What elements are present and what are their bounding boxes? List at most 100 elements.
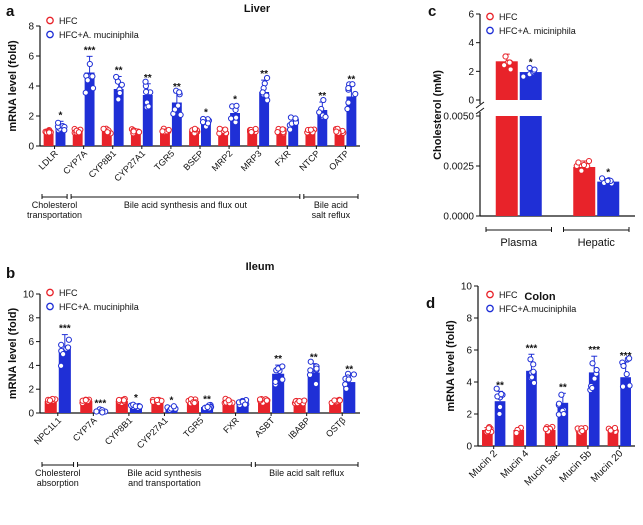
data-point (145, 103, 152, 110)
group-label: Bile acid synthesis (127, 468, 202, 478)
data-point (115, 96, 122, 103)
significance-label: * (59, 110, 63, 121)
legend-label-hfc: HFC (59, 288, 78, 298)
data-point (232, 114, 240, 121)
bar-hfc (160, 131, 170, 146)
bar-akk (84, 72, 95, 146)
bar-akk (519, 116, 542, 216)
x-tick-label: MRP3 (239, 148, 264, 173)
bar-akk (259, 92, 270, 146)
bar-hfc (607, 430, 619, 446)
y-tick-label: 2 (28, 385, 34, 396)
y-tick-label: 0 (468, 96, 474, 107)
x-tick-label: MRP2 (210, 148, 235, 173)
y-tick-label: 6 (466, 346, 472, 357)
data-point (585, 157, 593, 165)
x-tick-label: NPC1L1 (32, 415, 63, 446)
data-point (575, 159, 582, 166)
bar-akk (526, 370, 537, 446)
data-point (174, 102, 182, 109)
data-point (75, 129, 83, 136)
data-point (530, 368, 537, 375)
legend-marker-hfc (46, 16, 54, 25)
data-point (57, 362, 65, 369)
data-point (256, 396, 264, 403)
x-tick-label: ASBT (253, 415, 277, 439)
bar-akk (307, 372, 320, 413)
y-axis-label: mRNA level (fold) (7, 308, 19, 400)
bar-hfc (276, 131, 287, 146)
data-point (589, 384, 596, 392)
bar-akk (142, 95, 153, 146)
chart-title: Liver (244, 3, 271, 15)
data-point (54, 119, 62, 126)
data-point (626, 355, 633, 362)
data-point (204, 403, 211, 411)
data-point (604, 177, 611, 185)
data-point (89, 85, 97, 92)
data-point (496, 410, 503, 418)
bar-akk (55, 125, 66, 146)
y-axis-label: mRNA level (fold) (7, 40, 19, 132)
data-point (216, 125, 223, 132)
significance-label: ** (173, 82, 181, 93)
x-tick-label: Hepatic (578, 237, 616, 249)
data-point (333, 128, 340, 135)
bar-hfc (495, 61, 518, 100)
axis-break (475, 107, 485, 115)
bar-hfc (101, 131, 112, 146)
data-point (506, 59, 513, 66)
bar-hfc (43, 131, 54, 146)
significance-label: ** (260, 69, 268, 80)
data-point (530, 379, 538, 387)
bar-akk (346, 96, 357, 146)
y-tick-label: 4 (466, 378, 472, 389)
y-tick-label: 10 (23, 290, 35, 301)
data-point (301, 397, 308, 404)
y-tick-label: 0.0025 (443, 162, 474, 173)
bar-akk (317, 110, 328, 146)
x-tick-label: IBABP (286, 415, 312, 441)
axis-break (475, 101, 485, 109)
bar-hfc (189, 131, 199, 146)
data-point (242, 401, 249, 408)
panel-letter-c: c (428, 3, 436, 20)
data-point (279, 126, 286, 133)
y-tick-label: 8 (466, 314, 472, 325)
x-tick-label: Plasma (500, 237, 538, 249)
data-point (46, 397, 54, 404)
data-point (611, 424, 619, 432)
panel-d: d Colon 0 2 4 6 8 10 mRNA level (fold) ** Mucin … (426, 282, 635, 488)
data-point (558, 391, 565, 398)
bar-hfc (218, 131, 229, 146)
significance-label: * (233, 95, 237, 106)
data-point (248, 129, 255, 136)
group-label: Cholesterol (35, 468, 81, 478)
significance-label: ** (318, 91, 326, 102)
legend-label-akk: HFC+A.muciniphila (499, 304, 576, 314)
data-point (530, 361, 537, 368)
data-point (320, 96, 327, 104)
significance-label: * (170, 395, 174, 406)
bar-hfc (130, 131, 141, 146)
bar-hfc (513, 430, 525, 446)
bar-akk (171, 102, 182, 146)
significance-label: *** (95, 398, 107, 409)
data-point (263, 397, 270, 404)
group-label: Cholesterol (32, 200, 78, 210)
x-tick-label: Mucin 20 (589, 448, 626, 485)
data-point (593, 366, 600, 374)
data-point (598, 175, 606, 182)
data-point (620, 362, 627, 370)
y-tick-label: 4 (28, 361, 34, 372)
data-point (259, 89, 266, 96)
data-point (170, 403, 177, 410)
bar-hfc (186, 401, 199, 413)
data-point (528, 374, 536, 381)
significance-label: ** (348, 75, 356, 86)
legend-label-hfc: HFC (499, 290, 518, 300)
data-point (493, 385, 500, 392)
bar-akk (620, 377, 631, 446)
x-tick-label: CYP7A (71, 415, 99, 443)
